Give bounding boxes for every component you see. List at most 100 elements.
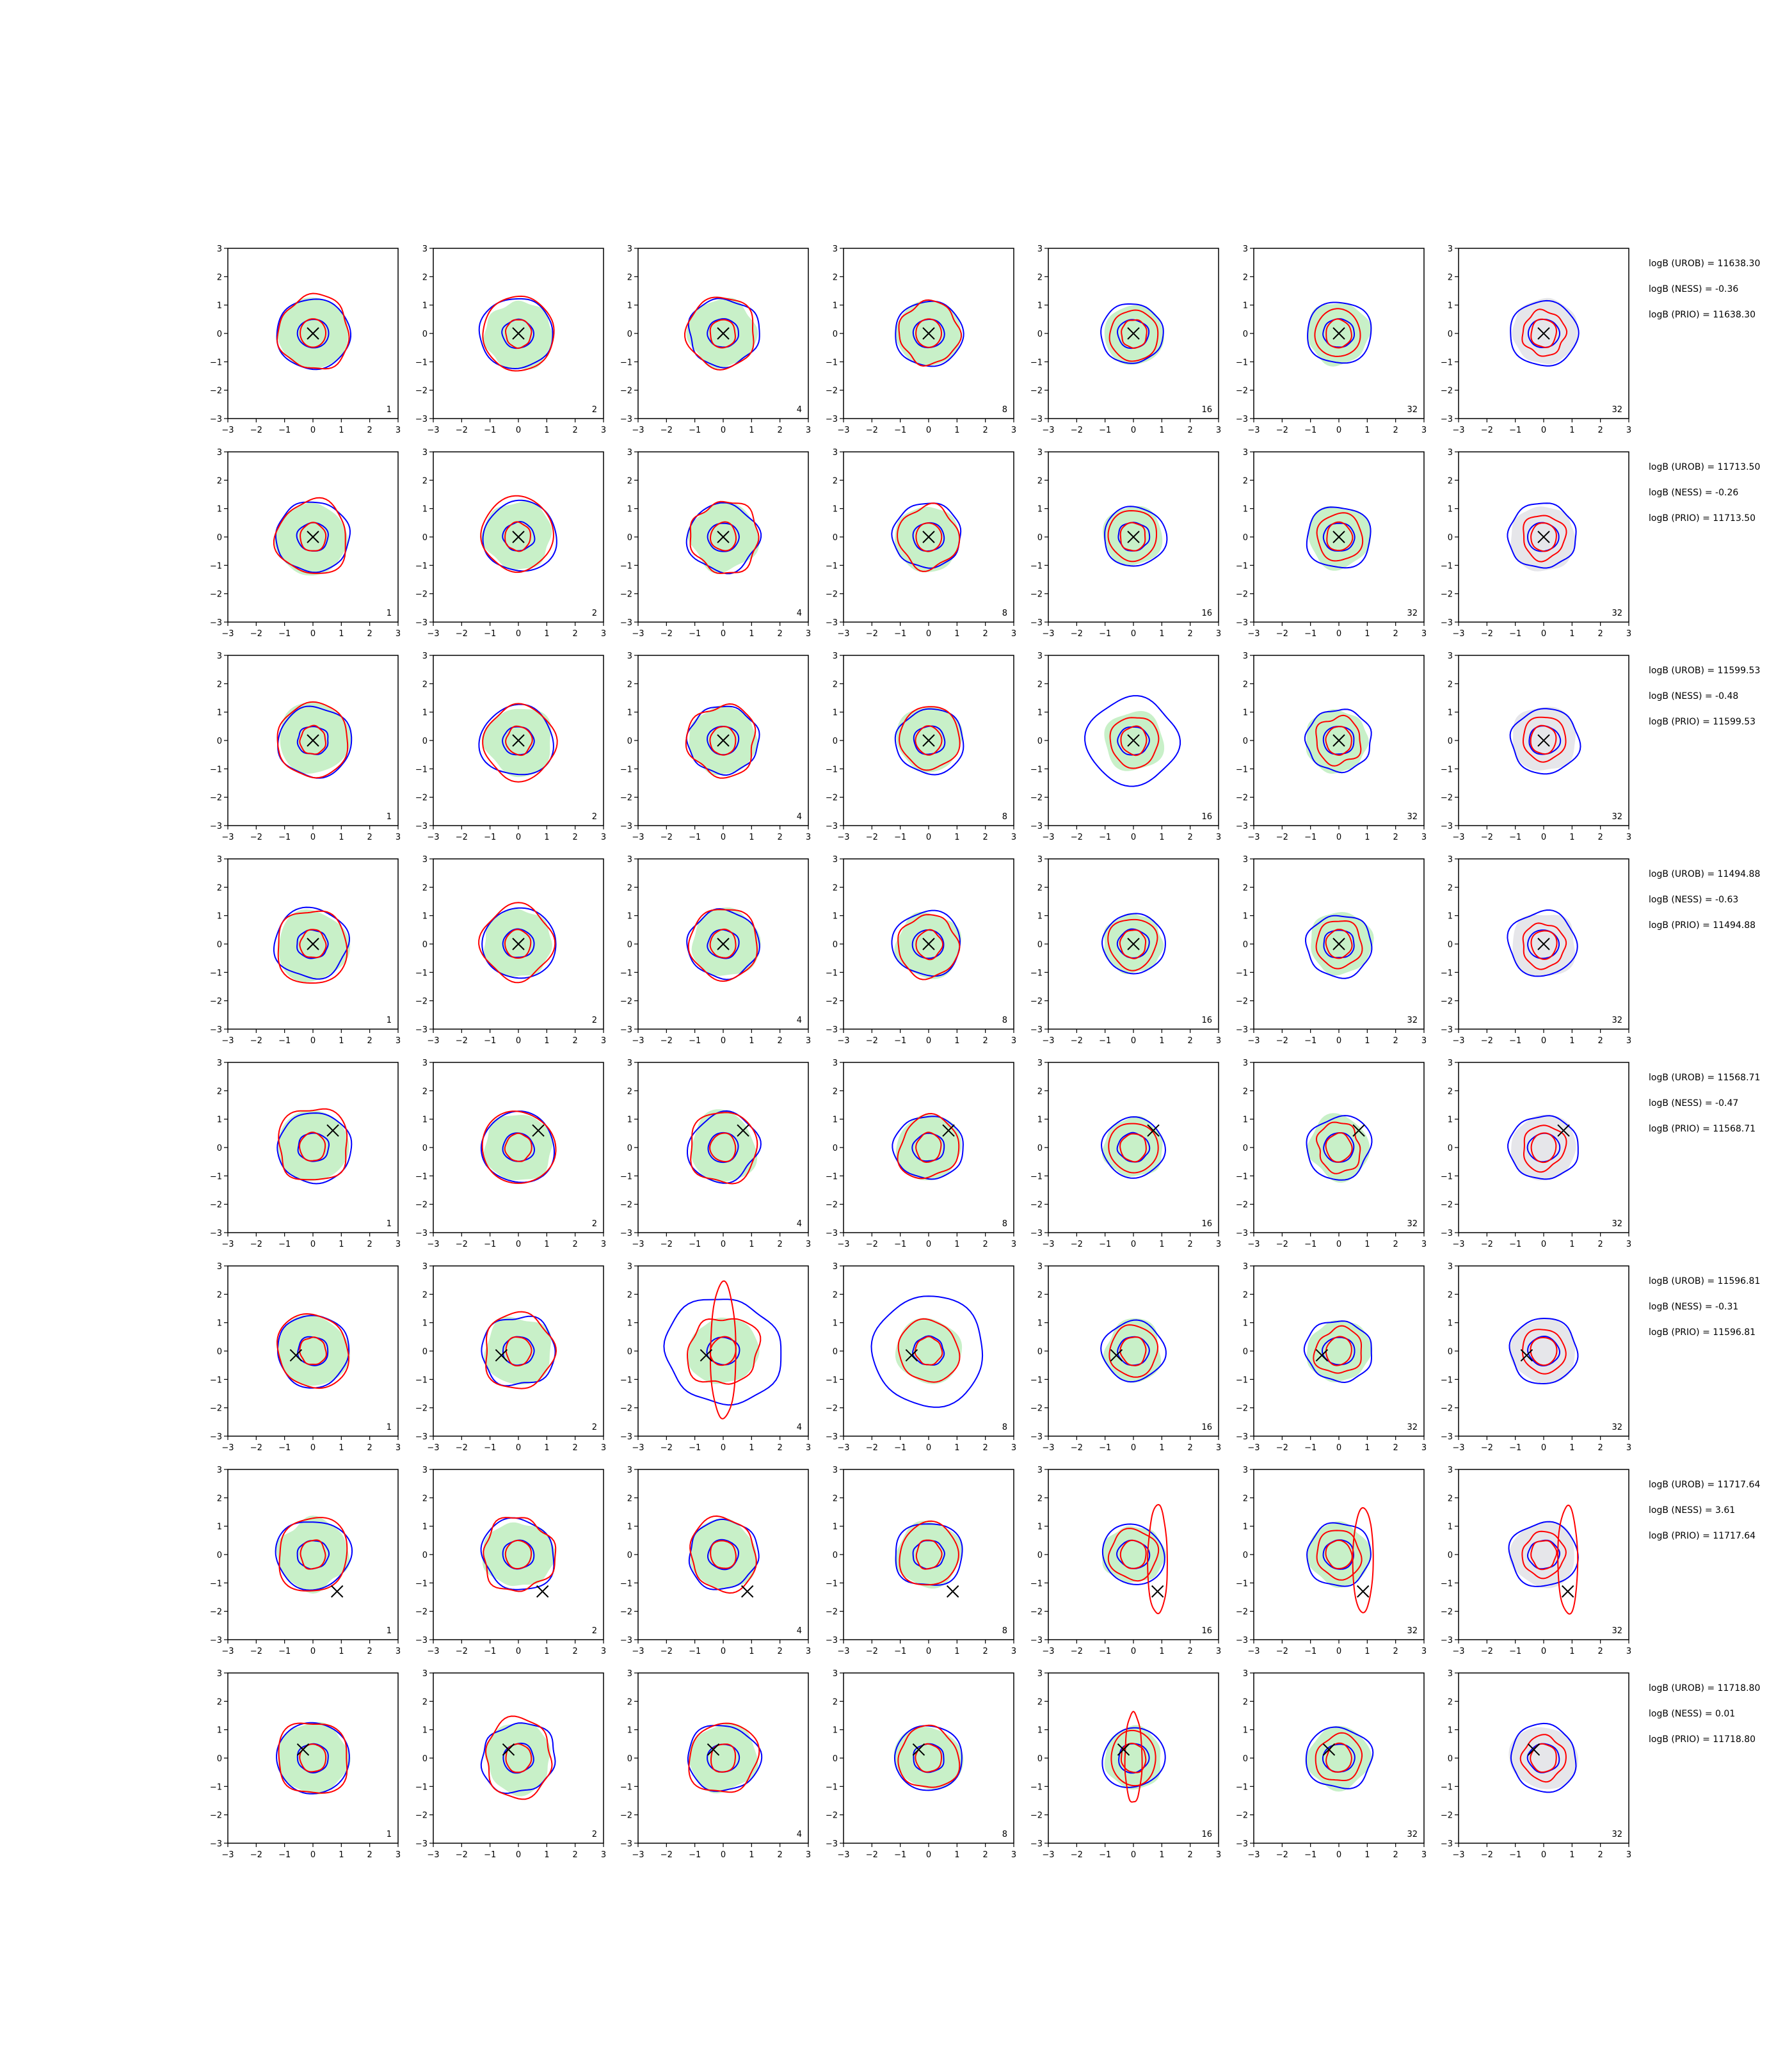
panel-r3-c7: −3 3 −2 2 −1 1 0 0 1 −1 2 −2 3 −3 32 [1441, 652, 1631, 842]
red-contour-inner [915, 1539, 943, 1570]
red-contour-inner [709, 319, 736, 349]
y-tick-label: −1 [826, 358, 838, 367]
stat-text: logB (PRIO) = 11718.80 [1649, 1734, 1756, 1745]
x-tick-label: 3 [1011, 1850, 1016, 1860]
y-tick-label: 0 [833, 1754, 838, 1764]
x-tick-label: 2 [573, 1036, 578, 1046]
cross-marker [1147, 1124, 1160, 1137]
x-tick-label: 0 [1541, 1036, 1546, 1046]
x-tick-label: −2 [456, 1036, 468, 1046]
y-tick-label: −2 [620, 1608, 632, 1617]
red-contour-inner [1325, 726, 1352, 756]
panel-r3-c6: −3 3 −2 2 −1 1 0 0 1 −1 2 −2 3 −3 32 [1236, 652, 1427, 842]
x-tick-label: −3 [427, 1036, 439, 1046]
y-tick-label: −3 [826, 415, 838, 424]
density-fill [1104, 1725, 1161, 1790]
y-tick-label: 3 [217, 1669, 222, 1679]
x-tick-label: 0 [1131, 426, 1136, 435]
cross-marker [532, 1124, 545, 1137]
blue-contour-outer [1306, 1115, 1373, 1181]
panel-r5-c7: −3 3 −2 2 −1 1 0 0 1 −1 2 −2 3 −3 32 [1441, 1059, 1631, 1249]
x-tick-label: −1 [278, 833, 291, 842]
x-tick-label: −2 [660, 1036, 673, 1046]
blue-contour-inner [1116, 928, 1150, 959]
blue-contour-inner [297, 1336, 329, 1366]
x-tick-label: 1 [544, 1443, 549, 1453]
y-tick-label: 3 [1448, 1669, 1453, 1679]
y-tick-label: −3 [1441, 618, 1453, 628]
x-tick-label: 0 [721, 629, 726, 639]
x-tick-label: −1 [894, 1850, 906, 1860]
y-tick-label: 2 [1037, 883, 1043, 893]
y-tick-label: −2 [1030, 1201, 1043, 1210]
y-tick-label: −3 [1236, 1432, 1248, 1442]
x-tick-label: −3 [1452, 629, 1464, 639]
y-tick-label: −2 [415, 1608, 428, 1617]
panel-r3-c4: −3 3 −2 2 −1 1 0 0 1 −1 2 −2 3 −3 8 [826, 652, 1016, 842]
panel-number-label: 4 [797, 1626, 802, 1636]
x-tick-label: 2 [367, 1443, 372, 1453]
y-tick-label: −3 [620, 415, 632, 424]
y-tick-label: 0 [833, 1347, 838, 1357]
cross-marker [495, 1348, 508, 1362]
y-tick-label: 3 [833, 1466, 838, 1475]
x-tick-label: 2 [778, 629, 783, 639]
y-tick-label: −3 [415, 1636, 428, 1645]
x-tick-label: 0 [721, 833, 726, 842]
x-tick-label: 2 [1393, 1036, 1398, 1046]
red-contour-inner [1530, 522, 1557, 552]
blue-contour-outer [277, 705, 353, 779]
x-tick-label: −2 [1276, 1647, 1288, 1656]
x-tick-label: −1 [278, 1443, 291, 1453]
x-tick-label: 2 [1393, 629, 1398, 639]
panel-number-label: 1 [387, 1219, 392, 1229]
panel-r7-c3: −3 3 −2 2 −1 1 0 0 1 −1 2 −2 3 −3 4 [620, 1466, 811, 1656]
y-tick-label: 3 [1243, 652, 1248, 661]
panel-r6-c4: −3 3 −2 2 −1 1 0 0 1 −1 2 −2 3 −3 8 [826, 1262, 1016, 1453]
cross-marker [1527, 1743, 1540, 1756]
density-fill [686, 298, 758, 369]
x-tick-label: 0 [721, 1850, 726, 1860]
panel-number-label: 32 [1612, 1219, 1622, 1229]
panel-r4-c3: −3 3 −2 2 −1 1 0 0 1 −1 2 −2 3 −3 4 [620, 855, 811, 1046]
y-tick-label: −3 [826, 1229, 838, 1238]
x-tick-label: 2 [1598, 1850, 1603, 1860]
x-tick-label: −3 [427, 833, 439, 842]
x-tick-label: 3 [1216, 426, 1221, 435]
stat-text: logB (NESS) = -0.31 [1649, 1302, 1738, 1312]
x-tick-label: −3 [1452, 1240, 1464, 1249]
x-tick-label: −1 [1304, 833, 1316, 842]
blue-contour-outer [685, 502, 762, 575]
x-tick-label: −3 [632, 1240, 644, 1249]
x-tick-label: 0 [1336, 1036, 1341, 1046]
panel-r1-c1: −3 3 −2 2 −1 1 0 0 1 −1 2 −2 3 −3 1 [210, 244, 401, 435]
panel-r3-c1: −3 3 −2 2 −1 1 0 0 1 −1 2 −2 3 −3 1 [210, 652, 401, 842]
y-tick-label: 3 [1448, 652, 1453, 661]
red-contour-outer [1315, 1732, 1363, 1781]
x-tick-label: 1 [1364, 1240, 1370, 1249]
y-tick-label: −1 [620, 1782, 632, 1792]
x-tick-label: −2 [456, 1240, 468, 1249]
red-contour-outer [897, 502, 961, 572]
x-tick-label: −1 [1509, 1036, 1521, 1046]
y-tick-label: 0 [217, 330, 222, 339]
y-tick-label: 1 [217, 505, 222, 515]
y-tick-label: 2 [1448, 1697, 1453, 1707]
y-tick-label: 2 [833, 1494, 838, 1503]
panel-r6-c7: −3 3 −2 2 −1 1 0 0 1 −1 2 −2 3 −3 32 [1441, 1262, 1631, 1453]
y-tick-label: 2 [217, 883, 222, 893]
x-tick-label: −2 [660, 1240, 673, 1249]
cross-marker [717, 531, 730, 543]
y-tick-label: −2 [210, 387, 222, 396]
blue-contour-outer [1104, 506, 1168, 567]
x-tick-label: 3 [806, 1240, 811, 1249]
red-contour-outer [1521, 308, 1568, 357]
x-tick-label: 1 [749, 1647, 754, 1656]
y-tick-label: 3 [627, 1466, 632, 1475]
x-tick-label: 3 [396, 1850, 401, 1860]
y-tick-label: −2 [210, 997, 222, 1007]
x-tick-label: 3 [1626, 1036, 1631, 1046]
x-tick-label: −1 [1304, 1443, 1316, 1453]
blue-contour-inner [706, 1336, 740, 1366]
y-tick-label: −3 [1441, 415, 1453, 424]
